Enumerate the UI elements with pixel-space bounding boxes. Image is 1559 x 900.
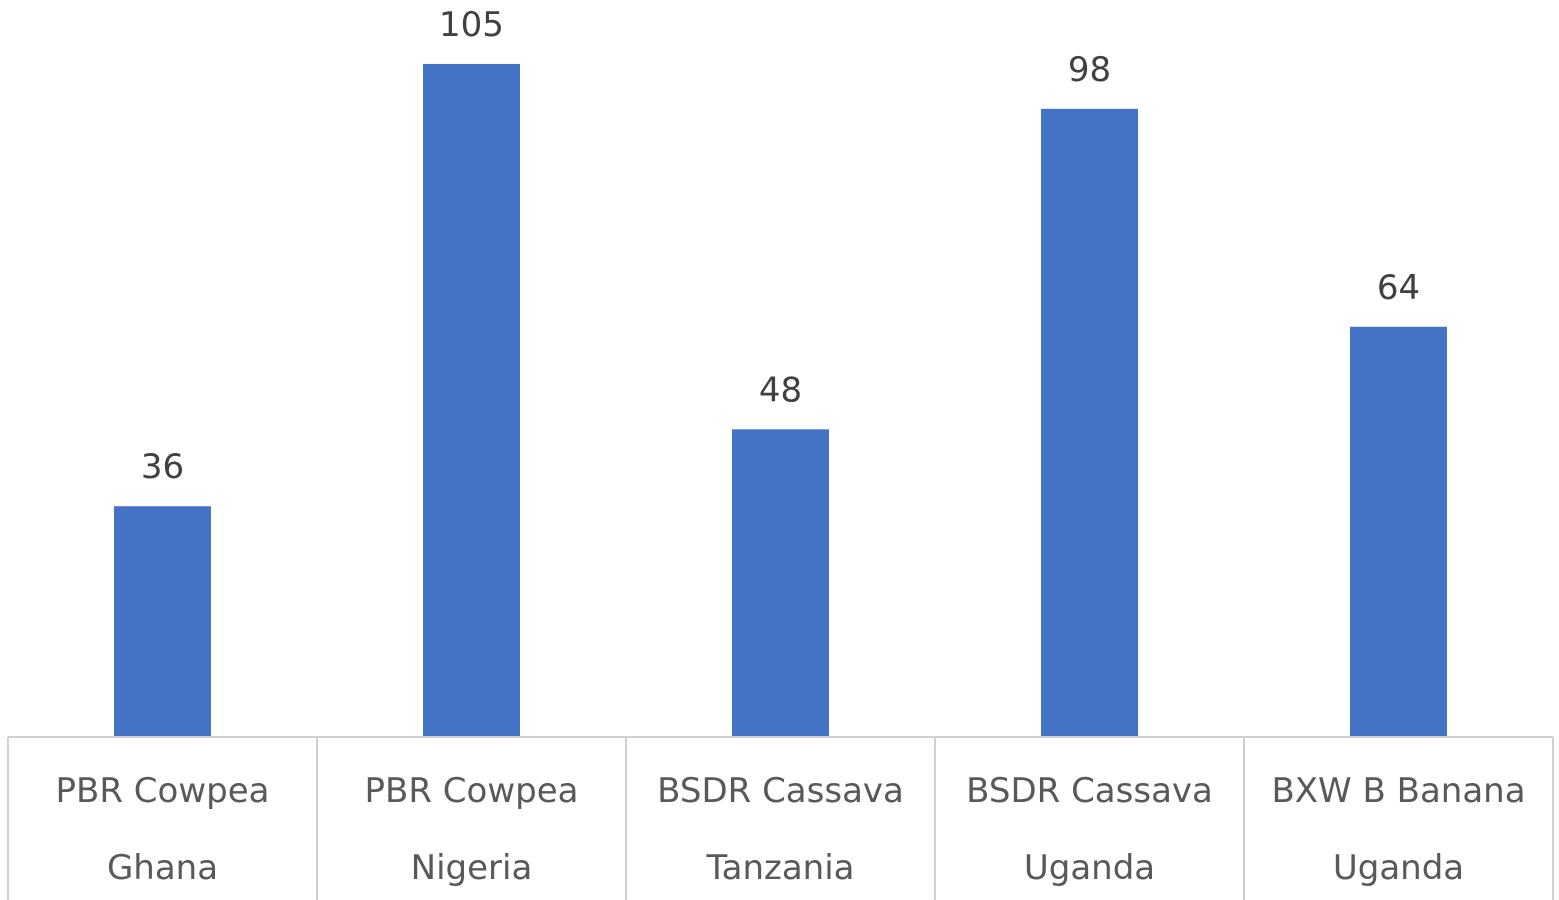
data-labels-layer: 36 105 48 98 64 [141,5,1420,487]
category-tick-label: Ghana [107,848,218,888]
category-tick-label: BSDR Cassava [966,771,1213,811]
bars-layer [114,63,1447,737]
bar [1350,326,1447,737]
category-tick-label: Uganda [1024,848,1155,888]
category-tick-label: PBR Cowpea [365,771,579,811]
category-tick-label: BXW B Banana [1271,771,1525,811]
data-label: 98 [1068,50,1111,90]
category-tick-label: PBR Cowpea [56,771,270,811]
category-tick-label: BSDR Cassava [657,771,904,811]
category-tick-label: Tanzania [705,848,854,888]
category-tick-label: Nigeria [411,848,533,888]
bar [423,63,520,737]
bar [732,429,829,737]
bar [1041,108,1138,737]
data-label: 48 [759,370,802,410]
bar [114,506,211,737]
category-axis: PBR Cowpea Ghana PBR Cowpea Nigeria BSDR Cas… [7,736,1554,900]
data-label: 36 [141,447,184,487]
category-tick-label: Uganda [1333,848,1464,888]
data-label: 64 [1377,268,1420,308]
data-label: 105 [439,5,504,45]
